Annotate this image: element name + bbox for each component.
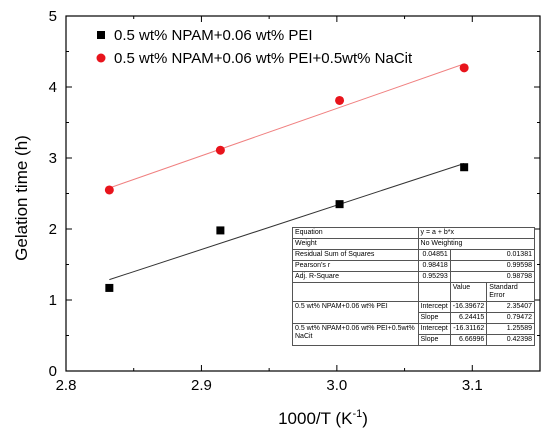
linear-fit-table: Equation y = a + b*x Weight No Weighting…: [292, 227, 536, 346]
fit-line-series-2: [109, 63, 465, 189]
y-tick-label: 1: [49, 292, 57, 309]
x-tick-label: 2.9: [191, 377, 212, 394]
stderr-header: Standard Error: [486, 282, 535, 302]
table-row: Adj. R-Square 0.95293 0.98798: [292, 271, 536, 283]
x-tick-label: 3.1: [462, 377, 483, 394]
table-row: 0.5 wt% NPAM+0.06 wt% PEI+0.5wt% NaCit I…: [292, 323, 535, 346]
rss-label: Residual Sum of Squares: [292, 249, 419, 261]
param-name: Intercept: [417, 323, 451, 335]
value-header: Value: [449, 282, 488, 302]
y-tick-label: 0: [49, 363, 57, 380]
x-tick-label: 3.0: [326, 377, 347, 394]
adjr2-value-1: 0.95293: [417, 271, 451, 283]
table-row: Residual Sum of Squares 0.04851 0.01381: [292, 249, 536, 261]
equation-value: y = a + b*x: [417, 227, 536, 239]
dataset-label-2: 0.5 wt% NPAM+0.06 wt% PEI+0.5wt% NaCit: [292, 323, 419, 346]
data-point-circle: [459, 63, 469, 73]
param-error: 0.79472: [486, 312, 535, 324]
legend-label: 0.5 wt% NPAM+0.06 wt% PEI+0.5wt% NaCit: [114, 50, 413, 67]
param-value: -16.31162: [449, 323, 488, 335]
legend-label: 0.5 wt% NPAM+0.06 wt% PEI: [114, 27, 313, 44]
param-value: 6.66996: [449, 334, 488, 346]
pearson-value-2: 0.99598: [449, 260, 536, 272]
data-point-circle: [335, 95, 345, 105]
x-axis-title-superscript: -1: [352, 408, 362, 420]
pearson-label: Pearson's r: [292, 260, 419, 272]
param-name: Slope: [417, 334, 451, 346]
plot-axes: 2.8 2.9 3.0 3.1 0 1 2 3 4 5: [49, 8, 541, 394]
y-tick-label: 5: [49, 8, 57, 25]
table-row: Equation y = a + b*x: [292, 227, 536, 239]
equation-label: Equation: [292, 227, 419, 239]
legend-marker-square: [97, 31, 105, 39]
data-point-square: [216, 226, 225, 235]
adjr2-label: Adj. R-Square: [292, 271, 419, 283]
legend: 0.5 wt% NPAM+0.06 wt% PEI 0.5 wt% NPAM+0.…: [96, 27, 413, 67]
fit-lines: [109, 63, 465, 281]
x-axis-title: 1000/T (K-1): [278, 408, 368, 428]
param-value: -16.39672: [449, 301, 488, 313]
data-point-square: [460, 163, 469, 172]
data-point-square: [335, 200, 344, 209]
adjr2-value-2: 0.98798: [449, 271, 536, 283]
rss-value-1: 0.04851: [417, 249, 451, 261]
param-value: 6.24415: [449, 312, 488, 324]
y-tick-label: 2: [49, 221, 57, 238]
param-error: 0.42398: [486, 334, 535, 346]
weight-value: No Weighting: [417, 238, 536, 250]
weight-label: Weight: [292, 238, 419, 250]
data-point-circle: [104, 185, 114, 195]
dataset-label-1: 0.5 wt% NPAM+0.06 wt% PEI: [292, 301, 419, 324]
x-axis-title-main: 1000/T (K: [278, 409, 353, 428]
table-row: Pearson's r 0.98418 0.99598: [292, 260, 536, 272]
param-error: 2.35407: [486, 301, 535, 313]
data-point-circle: [215, 145, 225, 155]
y-tick-label: 4: [49, 79, 57, 96]
x-axis-title-suffix: ): [362, 409, 368, 428]
fit-line-series-1: [109, 163, 465, 281]
y-axis-title: Gelation time (h): [12, 135, 31, 261]
table-row: Value Standard Error: [292, 282, 535, 302]
y-tick-label: 3: [49, 150, 57, 167]
empty-cell: [417, 282, 451, 302]
param-error: 1.25589: [486, 323, 535, 335]
empty-cell: [292, 282, 419, 302]
table-row: Weight No Weighting: [292, 238, 536, 250]
param-name: Intercept: [417, 301, 451, 313]
rss-value-2: 0.01381: [449, 249, 536, 261]
legend-marker-circle: [96, 53, 106, 63]
table-row: Slope 6.66996 0.42398: [293, 334, 535, 346]
data-point-square: [105, 283, 114, 292]
pearson-value-1: 0.98418: [417, 260, 451, 272]
table-row: 0.5 wt% NPAM+0.06 wt% PEI Intercept -16.…: [292, 301, 535, 324]
x-tick-label: 2.8: [56, 377, 77, 394]
param-name: Slope: [417, 312, 451, 324]
data-points: [104, 63, 469, 292]
